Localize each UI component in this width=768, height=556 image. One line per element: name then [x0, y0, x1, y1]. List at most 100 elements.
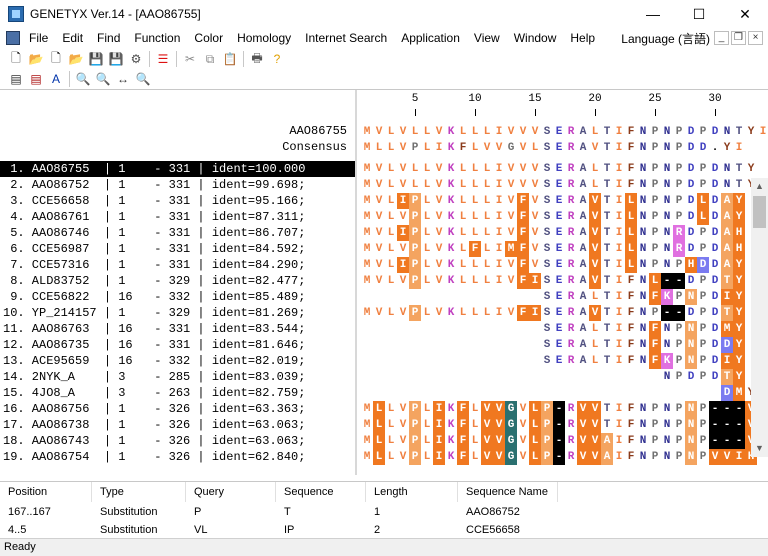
residue-cell[interactable] — [469, 289, 481, 305]
residue-cell[interactable]: I — [615, 339, 623, 351]
list-icon[interactable]: ▤ — [10, 72, 22, 86]
residue-cell[interactable]: L — [387, 435, 395, 447]
residue-cell[interactable]: L — [373, 433, 385, 449]
residue-cell[interactable]: Y — [745, 385, 757, 401]
residue-cell[interactable]: T — [603, 126, 611, 138]
residue-cell[interactable]: I — [615, 163, 623, 175]
residue-cell[interactable] — [589, 385, 601, 401]
residue-cell[interactable]: T — [603, 195, 611, 207]
residue-cell[interactable]: D — [711, 307, 719, 319]
sequence-list-row[interactable]: 3. CCE56658 | 1 - 331 | ident=95.166; — [3, 194, 306, 208]
residue-cell[interactable]: L — [625, 225, 637, 241]
residue-cell[interactable] — [541, 369, 553, 385]
residue-cell[interactable]: I — [615, 275, 623, 287]
residue-cell[interactable] — [565, 385, 577, 401]
residue-cell[interactable]: P — [699, 323, 707, 335]
residue-cell[interactable]: N — [639, 163, 647, 175]
residue-cell[interactable]: I — [615, 435, 623, 447]
residue-cell[interactable]: N — [639, 355, 647, 367]
residue-cell[interactable]: D — [711, 371, 719, 383]
residue-cell[interactable]: T — [603, 142, 611, 154]
residue-cell[interactable]: V — [589, 305, 601, 321]
residue-cell[interactable]: P — [699, 179, 707, 191]
residue-cell[interactable]: P — [699, 371, 707, 383]
menu-find[interactable]: Find — [97, 31, 121, 45]
residue-cell[interactable]: L — [591, 339, 599, 351]
residue-cell[interactable] — [517, 369, 529, 385]
residue-cell[interactable] — [445, 321, 457, 337]
residue-cell[interactable]: S — [543, 259, 551, 271]
residue-cell[interactable]: V — [589, 449, 601, 465]
residue-cell[interactable]: N — [663, 419, 671, 431]
sequence-list-row[interactable]: 10. YP_214157 | 1 - 329 | ident=81.269; — [3, 306, 306, 320]
residue-cell[interactable]: R — [567, 435, 575, 447]
residue-cell[interactable] — [625, 369, 637, 385]
residue-cell[interactable] — [397, 321, 409, 337]
residue-cell[interactable]: . — [711, 142, 719, 154]
residue-cell[interactable]: P — [675, 355, 683, 367]
residue-cell[interactable]: V — [589, 401, 601, 417]
residue-cell[interactable]: V — [435, 275, 443, 287]
table-cell[interactable]: P — [194, 506, 202, 518]
residue-cell[interactable]: I — [433, 449, 445, 465]
residue-cell[interactable]: N — [639, 451, 647, 463]
residue-cell[interactable]: R — [673, 241, 685, 257]
residue-cell[interactable]: N — [663, 403, 671, 415]
residue-cell[interactable]: I — [721, 353, 733, 369]
residue-cell[interactable]: K — [447, 259, 455, 271]
residue-cell[interactable] — [361, 289, 373, 305]
residue-cell[interactable]: D — [711, 275, 719, 287]
residue-cell[interactable]: E — [555, 211, 563, 223]
residue-cell[interactable]: L — [471, 227, 479, 239]
residue-cell[interactable]: L — [483, 195, 491, 207]
residue-cell[interactable]: D — [711, 195, 719, 207]
residue-cell[interactable]: P — [651, 451, 659, 463]
residue-cell[interactable]: L — [529, 417, 541, 433]
residue-cell[interactable]: T — [735, 163, 743, 175]
residue-cell[interactable]: V — [493, 433, 505, 449]
residue-cell[interactable]: V — [481, 401, 493, 417]
residue-cell[interactable]: D — [687, 163, 695, 175]
document-icon[interactable] — [6, 31, 20, 45]
residue-cell[interactable]: F — [627, 307, 635, 319]
menu-file[interactable]: File — [29, 31, 49, 45]
residue-cell[interactable]: D — [711, 339, 719, 351]
residue-cell[interactable]: T — [603, 419, 611, 431]
residue-cell[interactable]: V — [519, 179, 527, 191]
residue-cell[interactable]: N — [639, 419, 647, 431]
menu-edit[interactable]: Edit — [62, 31, 84, 45]
residue-cell[interactable]: D — [711, 126, 719, 138]
residue-cell[interactable]: I — [733, 449, 745, 465]
residue-cell[interactable]: I — [495, 126, 503, 138]
residue-cell[interactable]: R — [567, 259, 575, 271]
residue-cell[interactable] — [505, 321, 517, 337]
residue-cell[interactable]: M — [363, 451, 371, 463]
residue-cell[interactable]: D — [711, 179, 719, 191]
report-icon[interactable]: ▤ — [30, 72, 42, 86]
residue-cell[interactable]: L — [423, 403, 431, 415]
residue-cell[interactable]: N — [663, 339, 671, 351]
residue-cell[interactable]: D — [687, 211, 695, 223]
residue-cell[interactable]: I — [529, 273, 541, 289]
residue-cell[interactable]: L — [471, 435, 479, 447]
table-cell[interactable]: VL — [194, 524, 208, 536]
residue-cell[interactable]: S — [543, 291, 551, 303]
residue-cell[interactable]: N — [663, 179, 671, 191]
residue-cell[interactable] — [493, 353, 505, 369]
sequence-list-row[interactable]: 1. AAO86755 | 1 - 331 | ident=100.000 — [0, 161, 355, 177]
residue-cell[interactable] — [421, 337, 433, 353]
residue-cell[interactable]: V — [435, 227, 443, 239]
table-cell[interactable]: IP — [284, 524, 295, 536]
residue-cell[interactable]: L — [459, 227, 467, 239]
residue-cell[interactable] — [673, 385, 685, 401]
residue-cell[interactable]: P — [651, 126, 659, 138]
residue-cell[interactable]: G — [505, 401, 517, 417]
residue-cell[interactable]: L — [483, 211, 491, 223]
residue-cell[interactable]: - — [733, 433, 745, 449]
residue-cell[interactable]: - — [553, 449, 565, 465]
residue-cell[interactable]: L — [387, 259, 395, 271]
residue-cell[interactable] — [409, 321, 421, 337]
